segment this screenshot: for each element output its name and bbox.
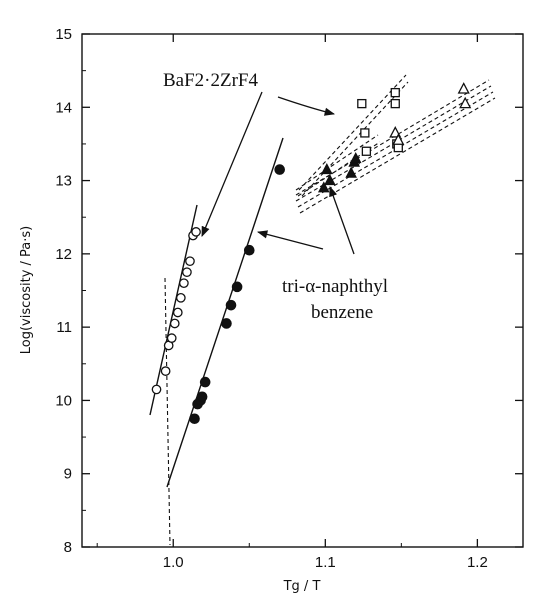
- point-open-circle: [166, 333, 177, 343]
- point-open-circle: [182, 267, 192, 278]
- point-open-triangle: [392, 133, 405, 145]
- point-open-circle: [185, 256, 195, 267]
- point-open-square: [390, 87, 400, 98]
- point-filled-circle: [231, 281, 243, 293]
- annotation-tri-naphthyl: tri-α-naphthyl: [282, 276, 388, 297]
- point-open-circle: [191, 227, 201, 237]
- arrow-baf-to-squares: [277, 96, 336, 116]
- x-tick-label: 1.1: [315, 554, 336, 571]
- point-filled-circle: [274, 164, 285, 175]
- point-open-circle: [179, 278, 189, 289]
- dashed-fit-triangles-1: [295, 134, 379, 191]
- point-open-circle: [172, 307, 183, 318]
- arrow-tri-to-triangles: [329, 186, 355, 255]
- point-open-triangle: [459, 96, 472, 109]
- point-filled-circle: [199, 376, 211, 388]
- annotation-arrows: [201, 91, 355, 255]
- point-filled-triangle: [321, 163, 333, 175]
- point-filled-triangle: [317, 181, 330, 193]
- dashed-fit-mixed-4: [299, 97, 496, 214]
- point-filled-triangle: [349, 152, 362, 164]
- y-tick-label: 8: [64, 539, 72, 556]
- point-open-circle: [160, 366, 171, 376]
- fit-line-open-circles: [149, 204, 198, 416]
- point-open-circle: [151, 384, 162, 395]
- dashed-fit-squares-1: [298, 74, 407, 191]
- point-filled-circle: [196, 391, 208, 403]
- fit-line-filled-circles: [166, 137, 284, 488]
- x-tick-label: 1.2: [467, 554, 488, 571]
- point-open-square: [357, 98, 367, 109]
- arrow-tri-to-filled-circles: [256, 230, 324, 250]
- point-filled-circle: [221, 318, 232, 329]
- x-axis-label: Tg / T: [283, 579, 321, 594]
- tick-labels: 8 9 10 11 12 13 14 15 1.0 1.1 1.2: [55, 26, 487, 571]
- point-open-square: [360, 128, 370, 138]
- dashed-fit-squares-2: [301, 81, 409, 197]
- annotation-baf2-2zrf4: BaF2·2ZrF4: [163, 70, 259, 91]
- y-tick-label: 15: [55, 26, 72, 43]
- point-filled-circle: [243, 244, 255, 256]
- point-open-square: [361, 146, 372, 156]
- point-filled-circle: [225, 299, 237, 311]
- x-tick-label: 1.0: [163, 554, 184, 571]
- point-open-square: [390, 98, 400, 109]
- y-tick-label: 13: [55, 173, 72, 190]
- axis-ticks: [82, 33, 523, 548]
- y-tick-label: 10: [55, 392, 72, 409]
- point-open-circle: [175, 292, 186, 303]
- y-tick-label: 11: [56, 319, 72, 336]
- y-tick-label: 9: [64, 466, 72, 483]
- arrow-baf-to-open-circles: [201, 91, 263, 237]
- y-axis-label: Log(viscosity / Pa·s): [19, 226, 34, 355]
- dashed-vertical-tg: [164, 277, 171, 546]
- point-filled-triangle: [324, 173, 336, 186]
- point-open-triangle: [457, 82, 470, 94]
- point-open-circle: [169, 318, 180, 329]
- annotation-benzene: benzene: [311, 302, 373, 323]
- point-filled-circle: [189, 413, 200, 425]
- y-tick-label: 14: [55, 99, 72, 116]
- dashed-fit-triangles-2: [297, 141, 381, 197]
- point-filled-triangle: [345, 166, 357, 178]
- y-tick-label: 12: [55, 246, 72, 263]
- data-points: [151, 82, 472, 425]
